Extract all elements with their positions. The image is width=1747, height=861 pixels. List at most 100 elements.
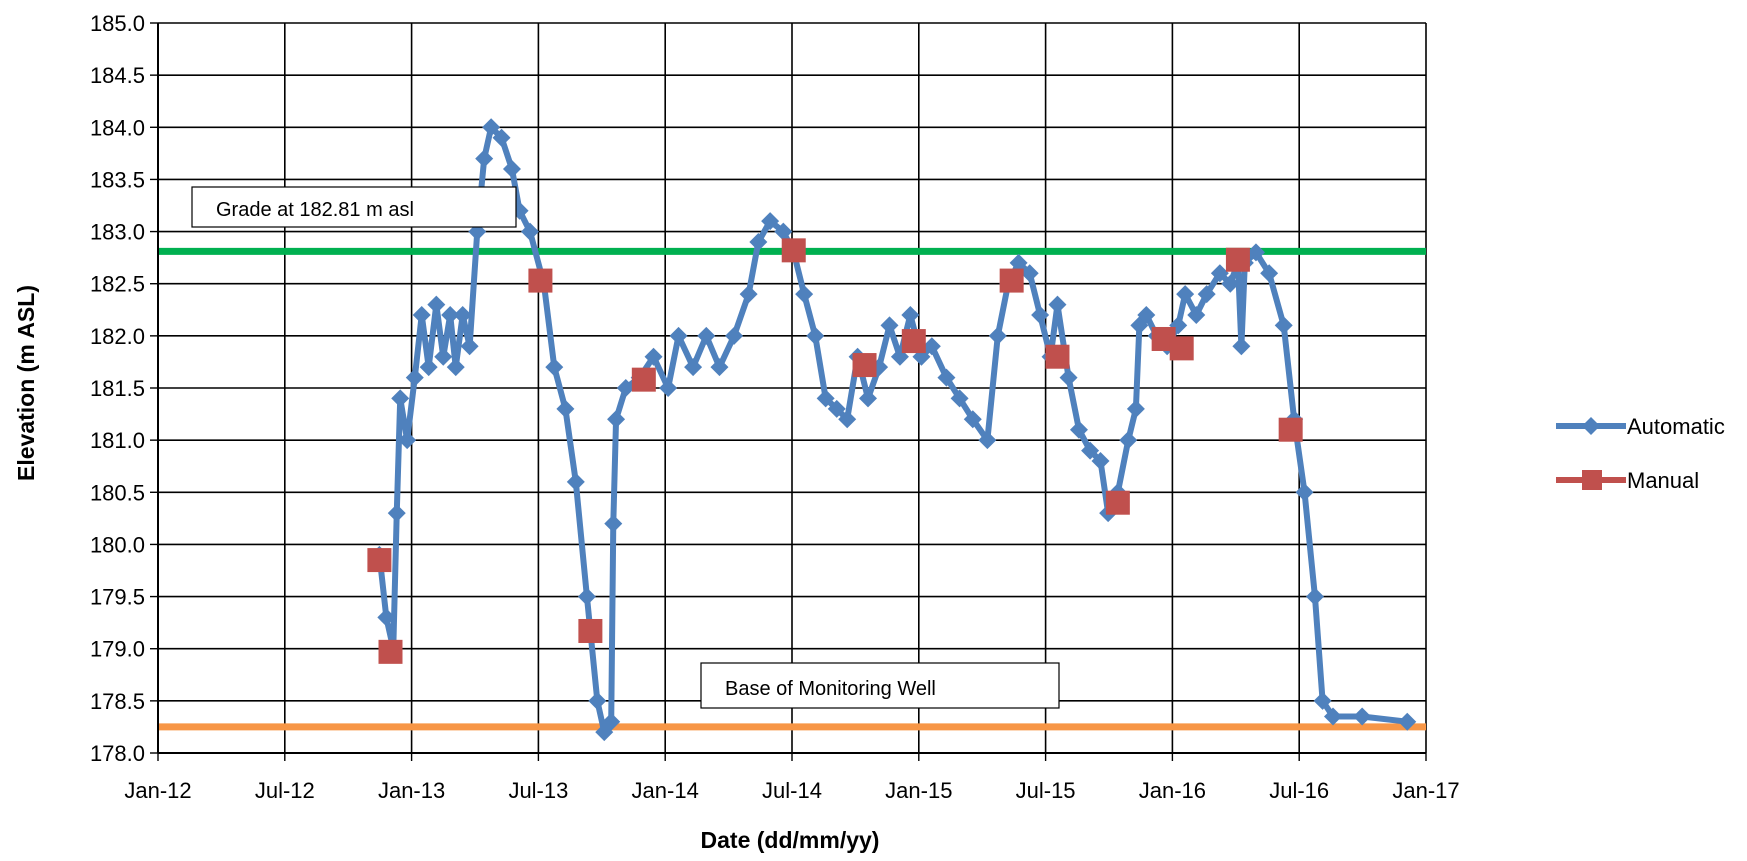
x-tick-label: Jan-15 [885,778,952,803]
automatic-point [387,504,406,523]
automatic-point [398,431,417,450]
automatic-point [545,358,564,377]
x-tick-label: Jan-14 [632,778,699,803]
manual-point [378,639,403,664]
manual-point [901,329,926,354]
legend-marker-square [1582,470,1602,490]
automatic-point [453,306,472,324]
manual-series-markers [367,238,1303,664]
manual-point [367,548,392,573]
automatic-point [1176,285,1195,304]
automatic-point [446,358,465,377]
y-tick-label: 180.5 [90,480,145,505]
automatic-point [880,316,899,335]
x-tick-label: Jan-16 [1139,778,1206,803]
manual-point [852,353,877,378]
y-tick-label: 183.5 [90,167,145,192]
automatic-point [963,410,982,429]
manual-point [1105,490,1130,515]
automatic-point [1020,264,1039,283]
well-base-label: Base of Monitoring Well [725,678,936,700]
manual-point [631,367,656,392]
y-axis-title: Elevation (m ASL) [13,285,39,481]
automatic-point [901,306,920,324]
y-tick-label: 180.0 [90,532,145,557]
axes: Jan-12 Jul-12 Jan-13 Jul-13 Jan-14 Jul-14 Jan-… [90,11,1460,803]
y-tick-label: 178.5 [90,689,145,714]
automatic-point [377,608,396,627]
grade-label-box [191,186,517,228]
automatic-point [697,326,716,345]
x-tick-label: Jan-17 [1392,778,1459,803]
automatic-point [419,358,438,377]
automatic-point [937,368,956,387]
automatic-point [669,326,688,345]
automatic-point [1009,253,1028,272]
well-base-label-box [700,662,1060,709]
y-tick-label: 184.0 [90,115,145,140]
automatic-point [492,128,511,147]
automatic-point [521,222,540,241]
x-tick-label: Jan-13 [378,778,445,803]
automatic-point [1126,399,1145,418]
automatic-point [1031,306,1050,324]
y-tick-label: 182.0 [90,324,145,349]
x-tick-label: Jul-12 [255,778,315,803]
automatic-point [556,399,575,418]
y-tick-label: 181.0 [90,428,145,453]
automatic-point [1210,264,1229,283]
automatic-point [1091,452,1110,470]
automatic-point [774,222,793,241]
automatic-point [604,514,623,533]
automatic-point [1069,420,1088,439]
automatic-point [1295,483,1314,502]
manual-point [528,268,553,293]
manual-point [1278,417,1303,442]
automatic-point [659,379,678,397]
automatic-point [1197,285,1216,304]
automatic-point [761,212,780,231]
x-tick-label: Jul-16 [1269,778,1329,803]
automatic-point [739,285,758,304]
legend-marker-diamond [1582,417,1600,435]
x-tick-label: Jan-12 [124,778,191,803]
manual-point [1045,344,1070,369]
automatic-point [602,712,621,731]
automatic-point [816,389,835,408]
automatic-point [1353,707,1372,726]
y-tick-label: 183.0 [90,220,145,245]
automatic-point [616,379,635,397]
automatic-point [1305,587,1324,606]
automatic-point [577,587,596,606]
automatic-point [427,295,446,314]
automatic-point [1059,368,1078,387]
manual-point [1169,336,1194,361]
manual-point [1225,247,1250,272]
automatic-point [391,389,410,408]
automatic-point [475,149,494,168]
automatic-point [1232,337,1251,356]
automatic-point [838,410,857,429]
x-tick-label: Jul-15 [1016,778,1076,803]
legend-label-manual: Manual [1627,468,1699,493]
automatic-point [1246,243,1265,262]
automatic-point [1081,441,1100,460]
automatic-point [710,358,729,377]
automatic-point [1313,691,1332,710]
manual-point [999,268,1024,293]
automatic-point [950,389,969,408]
automatic-point [566,472,585,491]
y-tick-label: 179.0 [90,637,145,662]
automatic-point [405,368,424,387]
automatic-point [412,306,431,324]
automatic-point [460,337,479,356]
automatic-point [1274,316,1293,335]
legend-label-automatic: Automatic [1627,414,1725,439]
automatic-point [795,285,814,304]
y-tick-label: 182.5 [90,272,145,297]
automatic-point [922,337,941,356]
automatic-point [1260,264,1279,283]
legend: Automatic Manual [1556,414,1725,493]
